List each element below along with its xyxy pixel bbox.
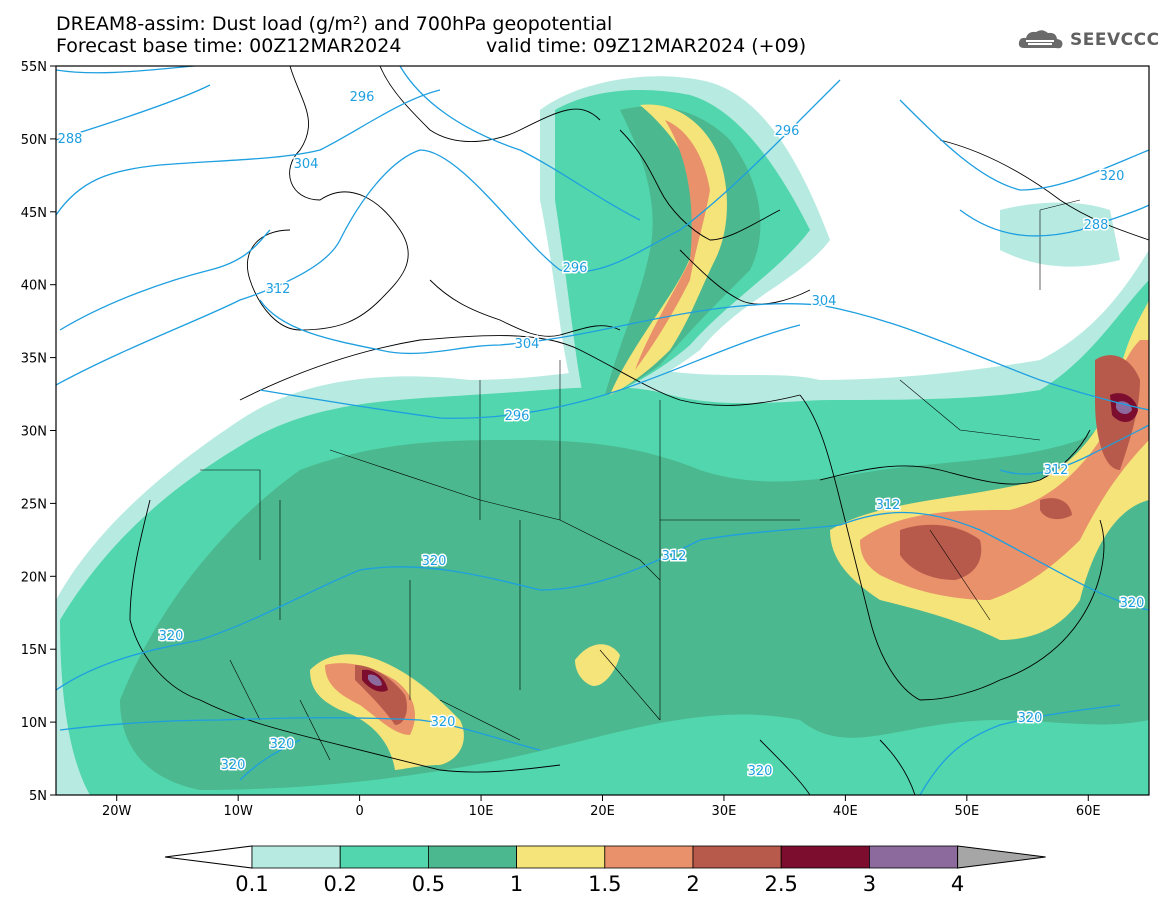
- y-tick-label: 10N: [21, 716, 47, 731]
- x-tick-label: 40E: [833, 804, 858, 819]
- y-tick-label: 40N: [21, 279, 47, 294]
- y-tick-label: 25N: [21, 497, 47, 512]
- contour-label: 296: [775, 124, 800, 139]
- colorbar-segment: [604, 845, 694, 869]
- colorbar: [164, 845, 1046, 869]
- colorbar-high-arrow: [957, 845, 1046, 869]
- contour-label: 304: [812, 294, 837, 309]
- contour-label: 296: [563, 261, 588, 276]
- colorbar-segment: [427, 845, 517, 869]
- y-tick-label: 15N: [21, 643, 47, 658]
- base-time: Forecast base time: 00Z12MAR2024: [56, 35, 402, 57]
- colorbar-low-arrow: [164, 845, 253, 869]
- contour-label: 320: [270, 737, 295, 752]
- y-tick-label: 5N: [29, 789, 47, 804]
- colorbar-segment: [516, 845, 606, 869]
- contour-label: 320: [748, 764, 773, 779]
- contour-label: 320: [1100, 169, 1125, 184]
- colorbar-segment: [339, 845, 429, 869]
- contour-label: 304: [515, 337, 540, 352]
- x-tick-label: 10E: [469, 804, 494, 819]
- colorbar-label: 0.2: [323, 872, 357, 896]
- y-tick-label: 35N: [21, 352, 47, 367]
- chart-subtitle: Forecast base time: 00Z12MAR2024 valid ti…: [56, 35, 806, 57]
- contour-label: 304: [294, 157, 319, 172]
- x-tick-label: 50E: [954, 804, 979, 819]
- contour-label: 296: [505, 409, 530, 424]
- valid-time: valid time: 09Z12MAR2024 (+09): [486, 35, 807, 57]
- contour-label: 296: [350, 90, 375, 105]
- x-tick-label: 30E: [712, 804, 737, 819]
- borders: [200, 199, 1081, 761]
- contour-label: 320: [1120, 596, 1145, 611]
- x-tick-label: 60E: [1076, 804, 1101, 819]
- x-tick-label: 20E: [590, 804, 615, 819]
- chart-title: DREAM8-assim: Dust load (g/m²) and 700hP…: [56, 13, 613, 35]
- colorbar-segment: [780, 845, 870, 869]
- contour-label: 320: [1018, 711, 1043, 726]
- x-tick-label: 10W: [223, 804, 253, 819]
- colorbar-label: 3: [862, 872, 877, 896]
- contour-label: 312: [266, 282, 291, 297]
- colorbar-label: 0.5: [411, 872, 446, 896]
- contour-label: 320: [431, 715, 456, 730]
- cloud-icon: [1018, 30, 1063, 49]
- colorbar-segment: [251, 845, 341, 869]
- colorbar-label: 2.5: [764, 872, 798, 896]
- seevccc-logo: SEEVCCC: [1016, 26, 1160, 54]
- contour-label: 320: [159, 629, 184, 644]
- y-tick-label: 30N: [21, 425, 47, 440]
- contour-label: 312: [1044, 463, 1069, 478]
- dust-fields: [56, 76, 1149, 795]
- y-tick-label: 45N: [21, 206, 47, 221]
- coastlines: [129, 66, 1149, 795]
- colorbar-label: 2: [686, 872, 700, 896]
- colorbar-segment: [869, 845, 959, 869]
- contour-label: 288: [58, 132, 83, 147]
- x-tick-label: 20W: [102, 804, 132, 819]
- y-tick-label: 20N: [21, 570, 47, 585]
- colorbar-segment: [692, 845, 782, 869]
- logo-text: SEEVCCC: [1070, 30, 1160, 50]
- y-tick-label: 50N: [21, 133, 47, 148]
- y-tick-label: 55N: [21, 60, 47, 75]
- geopotential-contours: [56, 66, 1149, 795]
- x-axis-ticks: 20W 10W 0 10E 20E 30E 40E 50E 60E: [102, 795, 1101, 819]
- colorbar-label: 4: [950, 872, 965, 896]
- contour-label: 312: [662, 549, 687, 564]
- colorbar-label: 1.5: [588, 872, 622, 896]
- colorbar-label: 0.1: [235, 872, 269, 896]
- contour-label: 320: [221, 758, 246, 773]
- x-tick-label: 0: [355, 804, 363, 819]
- y-axis-ticks: 55N 50N 45N 40N 35N 30N 25N 20N 15N 10N 5N: [21, 60, 56, 804]
- contour-label: 320: [422, 554, 447, 569]
- contour-label: 312: [876, 498, 901, 513]
- contour-label: 288: [1084, 218, 1109, 233]
- contour-labels: 288 296 304 296 304 296 312 304 312 312 312 320 320 3…: [56, 89, 1146, 781]
- colorbar-label: 1: [509, 872, 524, 896]
